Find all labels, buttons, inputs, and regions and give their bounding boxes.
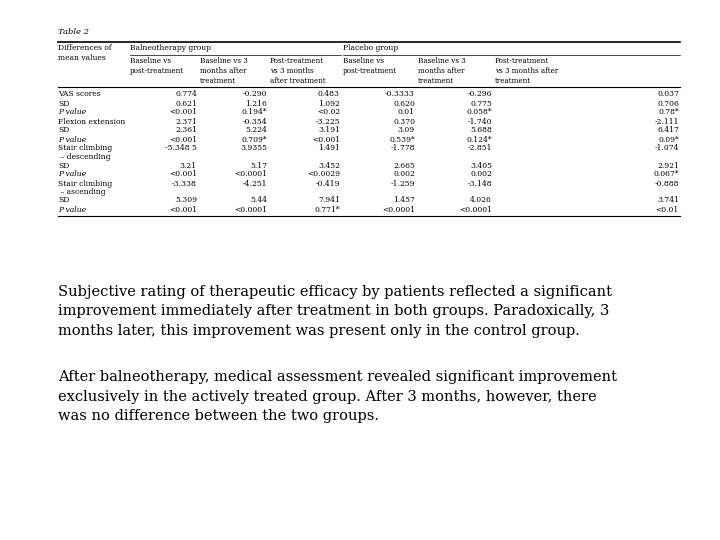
- Text: 0.124*: 0.124*: [467, 136, 492, 144]
- Text: 0.483: 0.483: [318, 91, 340, 98]
- Text: -0.419: -0.419: [315, 179, 340, 187]
- Text: -1.259: -1.259: [390, 179, 415, 187]
- Text: -1.740: -1.740: [467, 118, 492, 125]
- Text: 0.002: 0.002: [393, 171, 415, 179]
- Text: -3.338: -3.338: [172, 179, 197, 187]
- Text: 5.17: 5.17: [250, 161, 267, 170]
- Text: 1.457: 1.457: [393, 197, 415, 205]
- Text: 3.452: 3.452: [318, 161, 340, 170]
- Text: -0.888: -0.888: [654, 179, 679, 187]
- Text: 7.941: 7.941: [318, 197, 340, 205]
- Text: <0.01: <0.01: [656, 206, 679, 213]
- Text: 0.01: 0.01: [398, 109, 415, 117]
- Text: 3.21: 3.21: [180, 161, 197, 170]
- Text: 5.309: 5.309: [175, 197, 197, 205]
- Text: Baseline vs 3
months after
treatment: Baseline vs 3 months after treatment: [418, 57, 466, 85]
- Text: -2.111: -2.111: [654, 118, 679, 125]
- Text: -1.074: -1.074: [654, 145, 679, 152]
- Text: -5.348 5: -5.348 5: [165, 145, 197, 152]
- Text: 0.067*: 0.067*: [653, 171, 679, 179]
- Text: <0.001: <0.001: [169, 171, 197, 179]
- Text: SD: SD: [58, 197, 69, 205]
- Text: 0.539*: 0.539*: [390, 136, 415, 144]
- Text: 0.09*: 0.09*: [658, 136, 679, 144]
- Text: 0.037: 0.037: [657, 91, 679, 98]
- Text: 5.688: 5.688: [470, 126, 492, 134]
- Text: 3.9355: 3.9355: [240, 145, 267, 152]
- Text: 2.921: 2.921: [657, 161, 679, 170]
- Text: -0.3333: -0.3333: [385, 91, 415, 98]
- Text: P value: P value: [58, 136, 86, 144]
- Text: 4.026: 4.026: [470, 197, 492, 205]
- Text: 2.665: 2.665: [393, 161, 415, 170]
- Text: 0.771*: 0.771*: [315, 206, 340, 213]
- Text: Stair climbing: Stair climbing: [58, 145, 112, 152]
- Text: -0.354: -0.354: [243, 118, 267, 125]
- Text: 0.620: 0.620: [393, 99, 415, 107]
- Text: Table 2: Table 2: [58, 28, 89, 36]
- Text: -0.290: -0.290: [243, 91, 267, 98]
- Text: After balneotherapy, medical assessment revealed significant improvement
exclusi: After balneotherapy, medical assessment …: [58, 370, 617, 423]
- Text: -3.148: -3.148: [467, 179, 492, 187]
- Text: Post-treatment
vs 3 months after
treatment: Post-treatment vs 3 months after treatme…: [495, 57, 558, 85]
- Text: 2.361: 2.361: [175, 126, 197, 134]
- Text: – ascending: – ascending: [58, 188, 106, 196]
- Text: SD: SD: [58, 161, 69, 170]
- Text: Post-treatment
vs 3 months
after treatment: Post-treatment vs 3 months after treatme…: [270, 57, 325, 85]
- Text: 3.405: 3.405: [470, 161, 492, 170]
- Text: 0.058*: 0.058*: [467, 109, 492, 117]
- Text: 1.491: 1.491: [318, 145, 340, 152]
- Text: 5.44: 5.44: [250, 197, 267, 205]
- Text: 0.709*: 0.709*: [241, 136, 267, 144]
- Text: 1.216: 1.216: [245, 99, 267, 107]
- Text: <0.0001: <0.0001: [459, 206, 492, 213]
- Text: Flexion extension: Flexion extension: [58, 118, 125, 125]
- Text: -0.296: -0.296: [467, 91, 492, 98]
- Text: <0.001: <0.001: [169, 136, 197, 144]
- Text: SD: SD: [58, 99, 69, 107]
- Text: 0.775: 0.775: [470, 99, 492, 107]
- Text: Stair climbing: Stair climbing: [58, 179, 112, 187]
- Text: 3.191: 3.191: [318, 126, 340, 134]
- Text: 6.417: 6.417: [657, 126, 679, 134]
- Text: <0.0001: <0.0001: [234, 206, 267, 213]
- Text: 0.774: 0.774: [175, 91, 197, 98]
- Text: <0.0001: <0.0001: [382, 206, 415, 213]
- Text: 0.621: 0.621: [175, 99, 197, 107]
- Text: Baseline vs
post-treatment: Baseline vs post-treatment: [130, 57, 184, 75]
- Text: Baseline vs 3
months after
treatment: Baseline vs 3 months after treatment: [200, 57, 248, 85]
- Text: Subjective rating of therapeutic efficacy by patients reflected a significant
im: Subjective rating of therapeutic efficac…: [58, 285, 612, 338]
- Text: <0.0001: <0.0001: [234, 171, 267, 179]
- Text: Placebo group: Placebo group: [343, 44, 398, 52]
- Text: <0.001: <0.001: [169, 206, 197, 213]
- Text: 2.371: 2.371: [175, 118, 197, 125]
- Text: P value: P value: [58, 171, 86, 179]
- Text: Baseline vs
post-treatment: Baseline vs post-treatment: [343, 57, 397, 75]
- Text: 1.092: 1.092: [318, 99, 340, 107]
- Text: -1.778: -1.778: [390, 145, 415, 152]
- Text: <0.001: <0.001: [169, 109, 197, 117]
- Text: VAS scores: VAS scores: [58, 91, 101, 98]
- Text: P value: P value: [58, 206, 86, 213]
- Text: -2.851: -2.851: [467, 145, 492, 152]
- Text: <0.0029: <0.0029: [307, 171, 340, 179]
- Text: -3.225: -3.225: [315, 118, 340, 125]
- Text: -4.251: -4.251: [243, 179, 267, 187]
- Text: 3.741: 3.741: [657, 197, 679, 205]
- Text: 0.706: 0.706: [657, 99, 679, 107]
- Text: 0.78*: 0.78*: [658, 109, 679, 117]
- Text: Differences of
mean values: Differences of mean values: [58, 44, 112, 62]
- Text: Balneotherapy group: Balneotherapy group: [130, 44, 211, 52]
- Text: 5.224: 5.224: [245, 126, 267, 134]
- Text: <0.001: <0.001: [312, 136, 340, 144]
- Text: SD: SD: [58, 126, 69, 134]
- Text: – descending: – descending: [58, 153, 110, 161]
- Text: 0.002: 0.002: [470, 171, 492, 179]
- Text: <0.02: <0.02: [317, 109, 340, 117]
- Text: 0.194*: 0.194*: [241, 109, 267, 117]
- Text: 3.09: 3.09: [398, 126, 415, 134]
- Text: 0.370: 0.370: [393, 118, 415, 125]
- Text: P value: P value: [58, 109, 86, 117]
